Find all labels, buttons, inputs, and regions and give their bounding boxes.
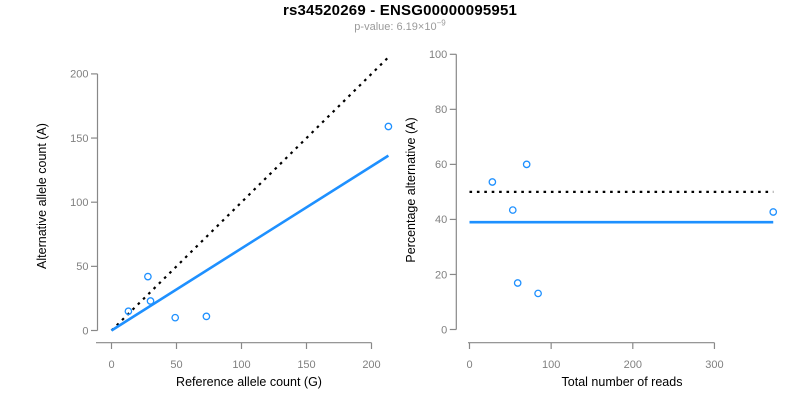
x-tick-label: 0 [466, 359, 472, 371]
x-tick-label: 100 [542, 359, 560, 371]
data-point [508, 206, 517, 214]
y-tick-label: 0 [441, 324, 447, 336]
y-tick-label: 20 [435, 269, 447, 281]
y-tick-label: 100 [429, 49, 447, 61]
y-tick-label: 40 [435, 214, 447, 226]
data-point [146, 297, 155, 305]
data-point [171, 313, 180, 322]
data-point [202, 312, 211, 321]
y-tick-label: 150 [70, 133, 88, 145]
x-tick-label: 100 [232, 359, 250, 371]
x-tick-label: 300 [705, 359, 723, 371]
chart-subtitle: p-value: 6.19×10−9 [0, 18, 800, 33]
x-tick-label: 150 [297, 359, 315, 371]
y-tick-label: 50 [76, 261, 88, 273]
pvalue-text: p-value: 6.19×10 [354, 21, 437, 33]
fit-line [110, 154, 390, 332]
x-tick-label: 200 [362, 359, 380, 371]
y-tick-label: 0 [82, 325, 88, 337]
data-point [488, 178, 497, 186]
y-tick-label: 60 [435, 159, 447, 171]
x-axis-title: Reference allele count (G) [176, 375, 322, 389]
data-point [124, 307, 133, 316]
data-point [522, 160, 531, 169]
data-point [534, 289, 542, 298]
chart-title: rs34520269 - ENSG00000095951 [282, 2, 518, 19]
y-tick-label: 100 [70, 197, 88, 209]
data-point [769, 208, 778, 216]
plot-allele-counts: 0 50 100 150 200 0 50 100 150 200 Reference allele… [35, 56, 393, 389]
plot-percentage-alternative: 0 20 40 60 80 100 0 100 200 300 Total number of re… [404, 49, 778, 389]
pvalue-exponent: −9 [436, 18, 446, 28]
y-tick-label: 200 [70, 69, 88, 81]
data-point [144, 272, 152, 281]
y-tick-label: 80 [435, 104, 447, 116]
data-point [384, 122, 393, 131]
identity-line [110, 56, 390, 332]
x-tick-label: 0 [108, 359, 114, 371]
x-tick-label: 200 [624, 359, 642, 371]
data-point [513, 279, 522, 287]
x-tick-label: 50 [170, 359, 182, 371]
y-axis-title: Percentage alternative (A) [404, 117, 418, 262]
y-axis-title: Alternative allele count (A) [35, 123, 49, 269]
x-axis-title: Total number of reads [562, 375, 683, 389]
